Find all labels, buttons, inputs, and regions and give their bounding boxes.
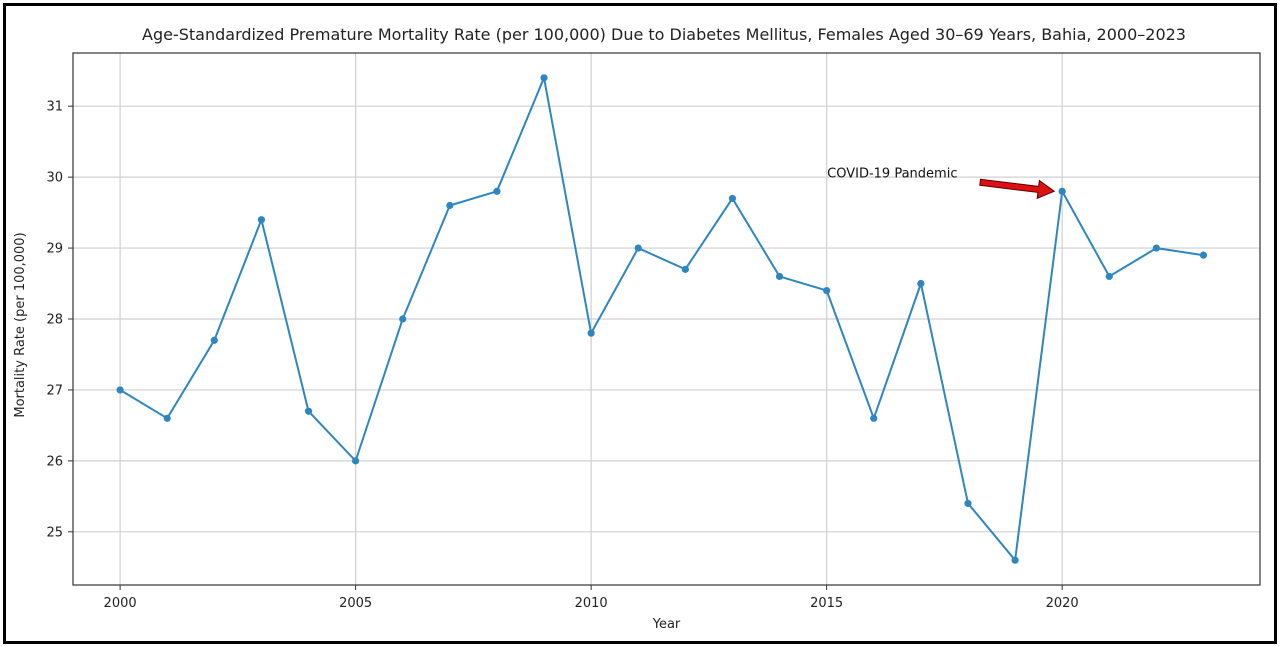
data-point [257, 216, 266, 224]
y-tick-label: 30 [46, 171, 63, 186]
annotation: COVID-19 Pandemic [827, 166, 1056, 200]
y-tick-label: 27 [46, 383, 63, 398]
annotation-arrow [979, 178, 1056, 200]
data-points [116, 74, 1208, 564]
data-point [870, 414, 878, 422]
chart-frame: Age-Standardized Premature Mortality Rat… [3, 3, 1277, 644]
x-tick-label: 2010 [575, 596, 608, 611]
y-tick-label: 29 [46, 242, 63, 257]
data-point [116, 386, 124, 394]
data-point [1152, 244, 1160, 252]
grid-lines [73, 53, 1260, 585]
annotation-label: COVID-19 Pandemic [827, 166, 957, 181]
data-point [1011, 556, 1019, 564]
data-point [163, 414, 171, 422]
y-axis-label: Mortality Rate (per 100,000) [13, 232, 28, 417]
series-line [119, 74, 1204, 563]
data-point [917, 279, 925, 288]
y-tick-label: 31 [46, 100, 63, 115]
data-point [304, 407, 313, 415]
data-point [728, 194, 737, 203]
data-point [399, 315, 407, 323]
x-tick-label: 2005 [339, 596, 372, 611]
data-point [823, 287, 831, 295]
x-axis-label: Year [652, 617, 681, 632]
data-point [1199, 251, 1208, 259]
x-tick-label: 2000 [104, 596, 137, 611]
x-tick-label: 2020 [1046, 596, 1079, 611]
data-point [587, 329, 595, 337]
axis-ticks: 2000 2005 2010 2015 2020 25 26 27 28 29 30 31 [46, 100, 1078, 611]
line-chart: Age-Standardized Premature Mortality Rat… [13, 25, 1261, 632]
data-point [634, 244, 642, 252]
data-point [352, 457, 360, 465]
y-tick-label: 26 [46, 454, 63, 469]
y-tick-label: 28 [46, 313, 63, 328]
y-tick-label: 25 [46, 525, 63, 540]
data-point [1058, 187, 1066, 195]
data-point [493, 187, 501, 195]
data-point [681, 265, 689, 273]
data-point [1105, 272, 1113, 281]
data-point [964, 499, 972, 508]
chart-title: Age-Standardized Premature Mortality Rat… [142, 25, 1186, 44]
data-point [540, 74, 548, 82]
data-point [775, 272, 784, 281]
data-point [446, 201, 454, 210]
data-point [210, 336, 218, 344]
x-tick-label: 2015 [810, 596, 843, 611]
